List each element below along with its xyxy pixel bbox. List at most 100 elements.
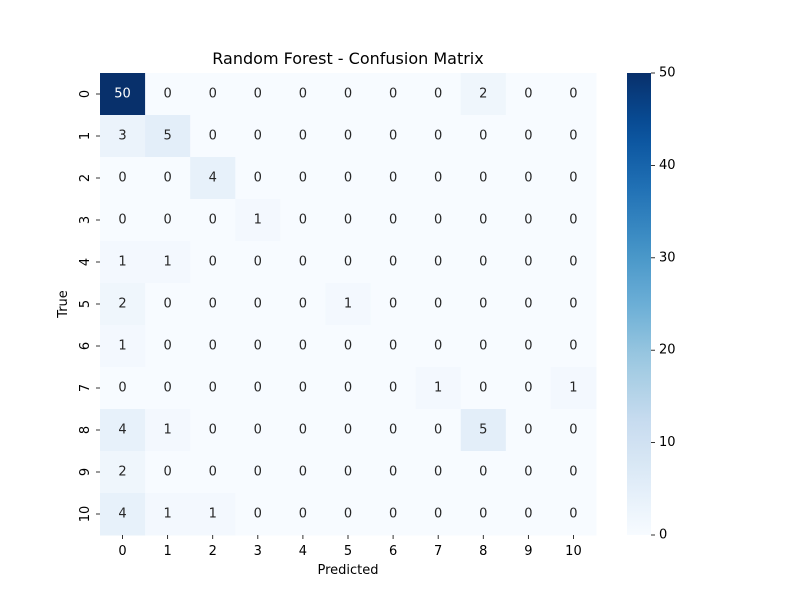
- heatmap-cell-label-r10-c1: 1: [163, 507, 171, 522]
- colorbar-tick-label: 50: [659, 66, 676, 81]
- heatmap-cell-r1-c2: [190, 115, 236, 158]
- heatmap-cell-label-r2-c8: 0: [479, 171, 487, 186]
- heatmap-cell-r9-c6: [370, 451, 417, 494]
- heatmap-cell-label-r5-c9: 0: [524, 297, 532, 312]
- colorbar-tick-label: 20: [659, 343, 676, 358]
- heatmap-cell-label-r0-c5: 0: [344, 87, 352, 102]
- heatmap-cell-label-r8-c1: 1: [163, 423, 171, 438]
- heatmap-cell-r7-c8: [460, 367, 507, 410]
- heatmap-cell-label-r8-c0: 4: [118, 423, 126, 438]
- heatmap-cell-label-r6-c2: 0: [209, 339, 217, 354]
- y-tick-label: 2: [78, 174, 93, 182]
- heatmap-cell-label-r3-c9: 0: [524, 213, 532, 228]
- x-tick-label: 10: [565, 544, 582, 559]
- heatmap-cell-r5-c1: [145, 283, 191, 326]
- y-tick-label: 4: [78, 258, 93, 266]
- heatmap-cell-label-r0-c10: 0: [569, 87, 577, 102]
- heatmap-cell-r7-c1: [145, 367, 191, 410]
- y-tick-label: 6: [78, 342, 93, 350]
- heatmap-cell-r3-c5: [325, 199, 372, 242]
- heatmap-cell-label-r0-c0: 50: [114, 87, 131, 102]
- heatmap-cell-label-r9-c0: 2: [118, 465, 126, 480]
- heatmap-cell-r10-c5: [325, 493, 372, 536]
- heatmap-cell-r8-c10: [550, 409, 597, 452]
- heatmap-cell-r3-c8: [460, 199, 507, 242]
- heatmap-cell-label-r4-c5: 0: [344, 255, 352, 270]
- heatmap-cell-r1-c3: [235, 115, 281, 158]
- heatmap-cell-r9-c0: [100, 451, 146, 494]
- heatmap-cell-label-r1-c7: 0: [434, 129, 442, 144]
- heatmap-cell-r6-c10: [550, 325, 597, 368]
- heatmap-cell-r1-c8: [460, 115, 507, 158]
- heatmap-cell-r3-c1: [145, 199, 191, 242]
- heatmap-cell-r8-c0: [100, 409, 146, 452]
- heatmap-cell-label-r5-c4: 0: [299, 297, 307, 312]
- heatmap-cell-label-r4-c0: 1: [118, 255, 126, 270]
- heatmap-cell-r5-c8: [460, 283, 507, 326]
- heatmap-cell-r7-c4: [280, 367, 326, 410]
- heatmap-cell-label-r2-c3: 0: [254, 171, 262, 186]
- heatmap-cell-r8-c6: [370, 409, 417, 452]
- heatmap-cell-label-r8-c5: 0: [344, 423, 352, 438]
- heatmap-cell-r3-c0: [100, 199, 146, 242]
- heatmap-cell-r8-c2: [190, 409, 236, 452]
- heatmap-cell-label-r10-c5: 0: [344, 507, 352, 522]
- heatmap-cell-label-r1-c3: 0: [254, 129, 262, 144]
- heatmap-cell-r6-c9: [505, 325, 552, 368]
- x-tick-label: 6: [389, 544, 397, 559]
- heatmap-cell-r9-c3: [235, 451, 281, 494]
- heatmap-cell-label-r9-c4: 0: [299, 465, 307, 480]
- heatmap-cell-r5-c6: [370, 283, 417, 326]
- heatmap-cell-r10-c10: [550, 493, 597, 536]
- heatmap-cell-r2-c9: [505, 157, 552, 200]
- heatmap-cell-r7-c7: [415, 367, 462, 410]
- heatmap-cell-r4-c2: [190, 241, 236, 284]
- colorbar-tick-label: 40: [659, 158, 676, 173]
- heatmap-cell-r4-c7: [415, 241, 462, 284]
- heatmap-cell-label-r6-c8: 0: [479, 339, 487, 354]
- heatmap-cell-label-r1-c5: 0: [344, 129, 352, 144]
- heatmap-cell-label-r5-c8: 0: [479, 297, 487, 312]
- heatmap-cell-label-r0-c7: 0: [434, 87, 442, 102]
- heatmap-cell-label-r9-c7: 0: [434, 465, 442, 480]
- heatmap-cell-r2-c1: [145, 157, 191, 200]
- heatmap-cell-label-r7-c9: 0: [524, 381, 532, 396]
- y-axis-ticks: 0 1 2 3 4 5 6 7 8 9 10: [78, 90, 100, 522]
- heatmap-cell-label-r4-c1: 1: [163, 255, 171, 270]
- heatmap-cell-r1-c1: [145, 115, 191, 158]
- heatmap-cell-label-r0-c1: 0: [163, 87, 171, 102]
- heatmap-cell-r2-c5: [325, 157, 372, 200]
- heatmap-cell-label-r3-c0: 0: [118, 213, 126, 228]
- heatmap-cell-label-r7-c8: 0: [479, 381, 487, 396]
- heatmap-cell-r10-c6: [370, 493, 417, 536]
- y-tick-label: 7: [78, 384, 93, 392]
- x-axis-ticks: 0 1 2 3 4 5 6 7 8 9 10: [118, 535, 582, 559]
- heatmap-cell-label-r0-c6: 0: [389, 87, 397, 102]
- heatmap-cell-label-r4-c10: 0: [569, 255, 577, 270]
- y-tick-label: 8: [78, 426, 93, 434]
- heatmap-cell-label-r3-c3: 1: [254, 213, 262, 228]
- heatmap-cell-r2-c8: [460, 157, 507, 200]
- y-tick-label: 1: [78, 132, 93, 140]
- heatmap-cell-r10-c9: [505, 493, 552, 536]
- colorbar-tick-label: 0: [659, 528, 667, 543]
- heatmap-cell-label-r7-c4: 0: [299, 381, 307, 396]
- heatmap-cell-label-r10-c9: 0: [524, 507, 532, 522]
- heatmap-cells: 50 0 0 0 0 0 0 0 2 0 03 5 0 0 0 0 0 0 0 0 00 0 4 0 0 0 0 0 0 0 00 0 0 1 0 0…: [100, 73, 597, 536]
- heatmap-cell-r3-c4: [280, 199, 326, 242]
- heatmap-cell-label-r2-c7: 0: [434, 171, 442, 186]
- heatmap-cell-label-r5-c6: 0: [389, 297, 397, 312]
- heatmap-cell-r5-c3: [235, 283, 281, 326]
- heatmap-cell-label-r10-c2: 1: [209, 507, 217, 522]
- heatmap-cell-r7-c2: [190, 367, 236, 410]
- heatmap-cell-label-r2-c6: 0: [389, 171, 397, 186]
- heatmap-cell-label-r9-c8: 0: [479, 465, 487, 480]
- heatmap-cell-r2-c4: [280, 157, 326, 200]
- heatmap-cell-label-r3-c1: 0: [163, 213, 171, 228]
- heatmap-cell-label-r6-c10: 0: [569, 339, 577, 354]
- heatmap-cell-r2-c3: [235, 157, 281, 200]
- heatmap-cell-r1-c10: [550, 115, 597, 158]
- heatmap-cell-r6-c0: [100, 325, 146, 368]
- colorbar-tick-label: 30: [659, 250, 676, 265]
